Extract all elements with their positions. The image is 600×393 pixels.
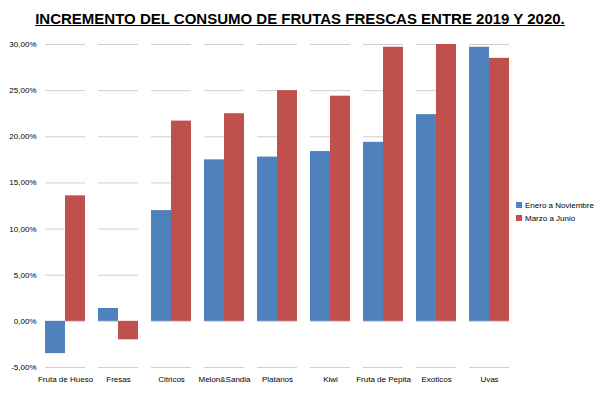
svg-text:Melon&Sandia: Melon&Sandia — [198, 375, 251, 384]
svg-text:20,00%: 20,00% — [9, 132, 36, 141]
svg-text:25,00%: 25,00% — [9, 86, 36, 95]
svg-text:10,00%: 10,00% — [9, 225, 36, 234]
svg-text:30,00%: 30,00% — [9, 40, 36, 49]
html-text:INCREMENTO DEL CONSUMO DE FRUT: INCREMENTO DEL CONSUMO DE FRUTAS FRESCAS… — [35, 10, 565, 27]
svg-text:Fruta de Hueso: Fruta de Hueso — [38, 375, 94, 384]
svg-text:5,00%: 5,00% — [14, 271, 37, 280]
svg-text:-5,00%: -5,00% — [11, 363, 36, 372]
svg-text:Platanos: Platanos — [262, 375, 293, 384]
svg-text:15,00%: 15,00% — [9, 178, 36, 187]
svg-text:Uvas: Uvas — [480, 375, 498, 384]
svg-text:Citricos: Citricos — [158, 375, 185, 384]
svg-text:Exoticos: Exoticos — [421, 375, 451, 384]
svg-text:Fresas: Fresas — [106, 375, 130, 384]
svg-text:0,00%: 0,00% — [14, 317, 37, 326]
html-text:Enero a Noviembre: Enero a Noviembre — [525, 200, 594, 210]
html-text:Marzo a Junio: Marzo a Junio — [525, 213, 576, 223]
svg-text:Kiwi: Kiwi — [323, 375, 338, 384]
svg-text:Fruta de Pepita: Fruta de Pepita — [356, 375, 411, 384]
